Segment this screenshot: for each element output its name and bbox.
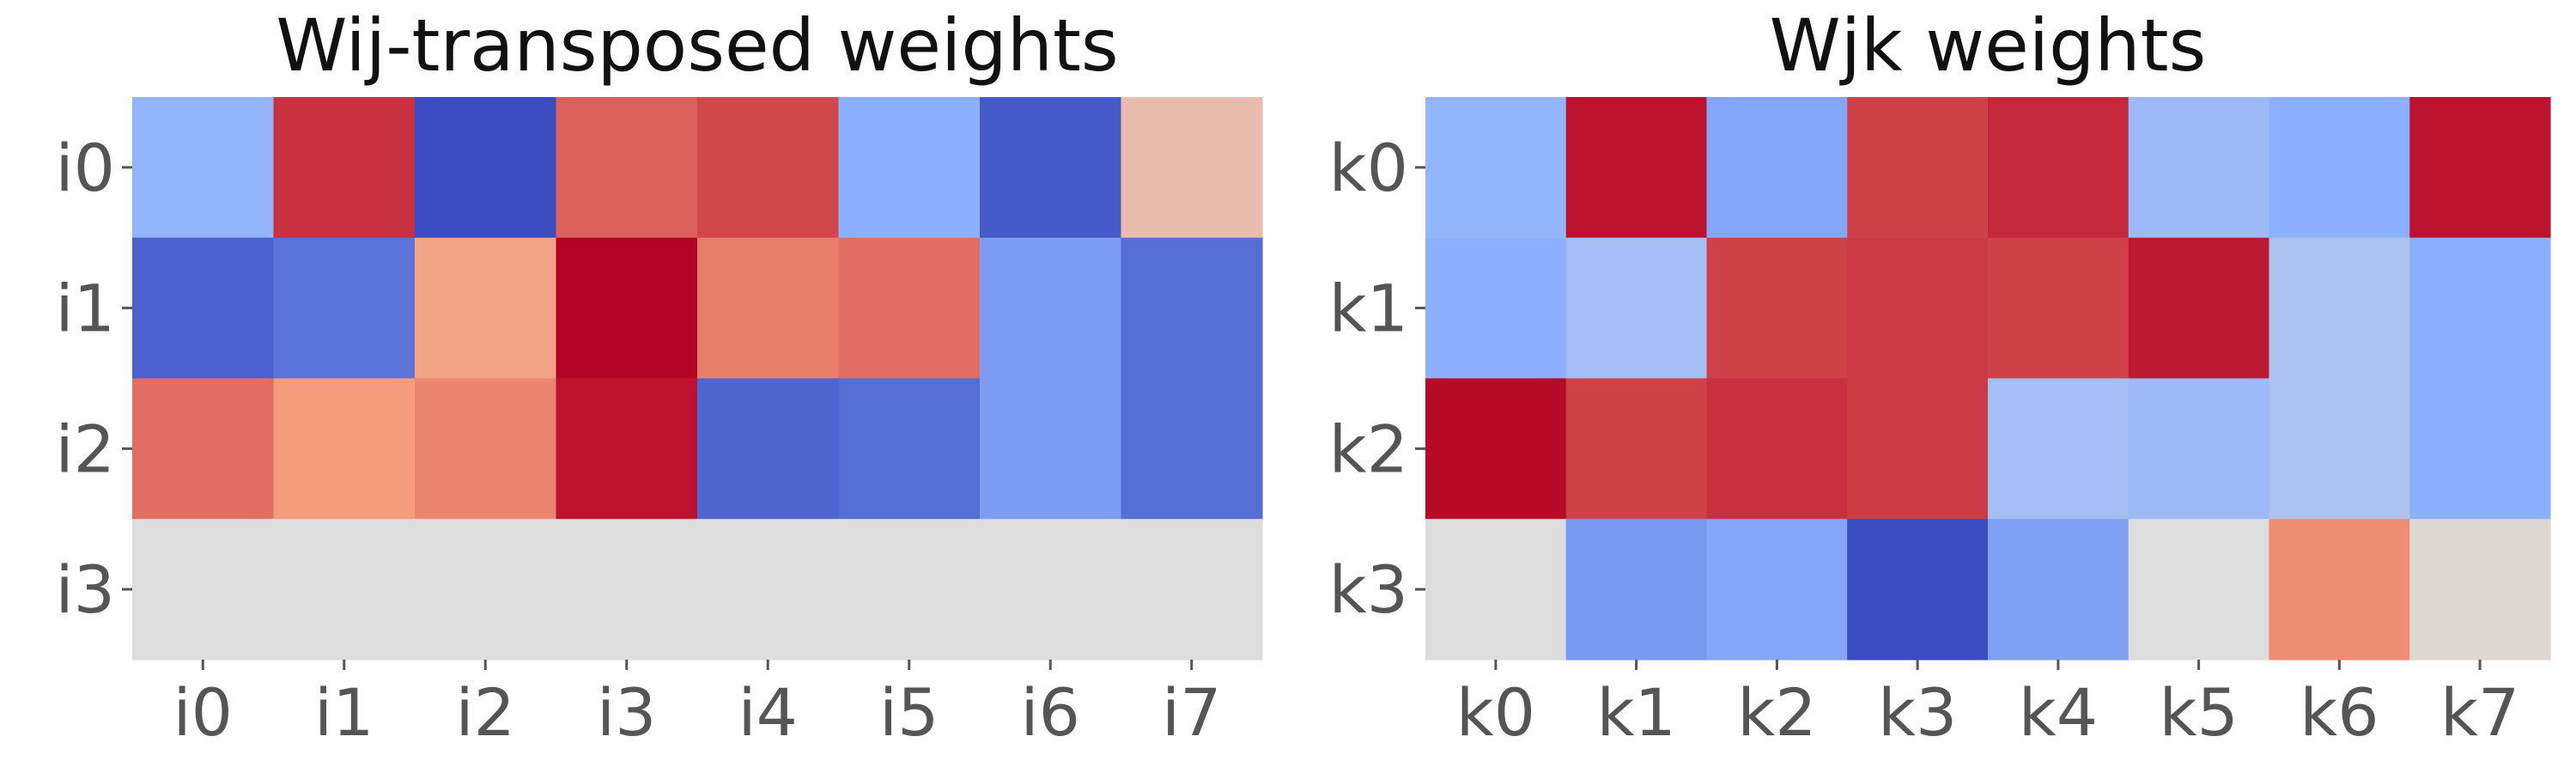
heatmap-cell: [132, 378, 275, 520]
heatmap-cell: [1988, 237, 2129, 380]
heatmap-cell: [1847, 378, 1989, 520]
heatmap-cell: [2409, 519, 2551, 660]
heatmap-cell: [980, 97, 1122, 239]
y-tick-label: i1: [56, 271, 115, 347]
x-tick-label: i1: [314, 674, 374, 751]
heatmap-cell: [1121, 519, 1263, 660]
heatmap-cell: [556, 378, 698, 520]
heatmap-cell: [838, 378, 981, 520]
heatmap-cell: [273, 519, 416, 660]
y-tick-label: k0: [1329, 130, 1408, 206]
heatmap-cell: [1847, 237, 1989, 380]
y-tick-label: k2: [1329, 411, 1408, 487]
heatmap-cell: [1565, 519, 1708, 660]
heatmap-cell: [273, 97, 416, 239]
x-tick-label: k1: [1596, 674, 1675, 751]
heatmap-cell: [697, 237, 840, 380]
heatmap-cell: [2128, 519, 2270, 660]
x-tick-label: i4: [738, 674, 798, 751]
heatmap-cell: [1706, 97, 1848, 239]
heatmap-panel-wij: Wij-transposed weights i0 i1 i2 i3 i0 i1 i2 i3 i4…: [56, 3, 1263, 751]
heatmap-cell: [2269, 237, 2410, 380]
heatmap-cell: [2128, 97, 2270, 239]
heatmap-cell: [2269, 378, 2410, 520]
heatmap-cell: [2128, 237, 2270, 380]
y-tick-label: i3: [56, 551, 115, 628]
heatmap-cell: [1706, 519, 1848, 660]
heatmap-cell: [415, 97, 557, 239]
heatmap-cell: [556, 519, 698, 660]
heatmap-cell: [2409, 237, 2551, 380]
heatmap-cell: [1425, 378, 1567, 520]
heatmap-cell: [2409, 97, 2551, 239]
heatmap-cell: [556, 97, 698, 239]
x-tick-label: i2: [456, 674, 515, 751]
heatmap-cell: [1121, 237, 1263, 380]
heatmap-cell: [2128, 378, 2270, 520]
x-tick-label: i6: [1021, 674, 1080, 751]
x-tick-label: k3: [1878, 674, 1957, 751]
x-tick-label: k6: [2300, 674, 2379, 751]
heatmap-cell: [1706, 378, 1848, 520]
heatmap-cell: [1847, 519, 1989, 660]
heatmap-cell: [838, 97, 981, 239]
heatmap-cell: [1121, 378, 1263, 520]
heatmap-cell: [697, 97, 840, 239]
x-tick-label: k7: [2440, 674, 2519, 751]
heatmap-cell: [838, 237, 981, 380]
heatmap-cell: [1988, 378, 2129, 520]
heatmap-cell: [2409, 378, 2551, 520]
heatmap-cell: [2269, 519, 2410, 660]
heatmap-cell: [1425, 237, 1567, 380]
heatmap-cell: [273, 237, 416, 380]
heatmap-cell: [838, 519, 981, 660]
heatmap-cell: [1565, 378, 1708, 520]
heatmap-cell: [1565, 237, 1708, 380]
heatmap-cell: [1121, 97, 1263, 239]
y-tick-label: k3: [1329, 551, 1408, 628]
heatmap-cell: [697, 519, 840, 660]
x-tick-label: k0: [1456, 674, 1535, 751]
x-tick-label: i7: [1162, 674, 1221, 751]
heatmap-cell: [1988, 519, 2129, 660]
heatmap-panel-wjk: Wjk weights k0 k1 k2 k3 k0 k1 k2 k3 k4 k5 k6 k7: [1329, 3, 2551, 751]
heatmap-cell: [1988, 97, 2129, 239]
x-tick-label: k2: [1737, 674, 1816, 751]
heatmap-cell: [980, 378, 1122, 520]
y-tick-label: k1: [1329, 271, 1408, 347]
heatmap-cell: [415, 378, 557, 520]
heatmap-cell: [1425, 97, 1567, 239]
panel-title: Wjk weights: [1770, 3, 2207, 88]
heatmap-cell: [415, 237, 557, 380]
heatmap-cell: [132, 519, 275, 660]
y-tick-label: i2: [56, 411, 115, 487]
heatmap-cell: [415, 519, 557, 660]
x-tick-label: k4: [2019, 674, 2098, 751]
heatmap-cell: [273, 378, 416, 520]
x-tick-label: i0: [173, 674, 233, 751]
y-tick-label: i0: [56, 130, 115, 206]
panel-title: Wij-transposed weights: [276, 3, 1118, 88]
x-tick-label: k5: [2159, 674, 2238, 751]
x-tick-label: i3: [597, 674, 656, 751]
heatmap-cell: [556, 237, 698, 380]
heatmap-cell: [1847, 97, 1989, 239]
heatmap-cell: [1565, 97, 1708, 239]
heatmap-cell: [132, 237, 275, 380]
heatmap-cell: [1425, 519, 1567, 660]
heatmap-cell: [1706, 237, 1848, 380]
heatmap-cell: [980, 519, 1122, 660]
heatmap-cell: [697, 378, 840, 520]
heatmap-cell: [132, 97, 275, 239]
heatmap-cell: [2269, 97, 2410, 239]
heatmap-cell: [980, 237, 1122, 380]
x-tick-label: i5: [879, 674, 939, 751]
